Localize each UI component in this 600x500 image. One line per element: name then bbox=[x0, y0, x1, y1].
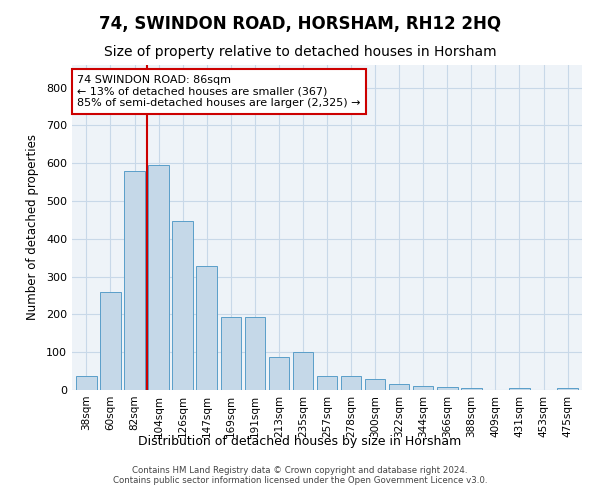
Bar bbox=[413, 386, 433, 390]
Text: Size of property relative to detached houses in Horsham: Size of property relative to detached ho… bbox=[104, 45, 496, 59]
Bar bbox=[76, 376, 97, 390]
Bar bbox=[557, 388, 578, 390]
Bar bbox=[100, 292, 121, 390]
Text: Distribution of detached houses by size in Horsham: Distribution of detached houses by size … bbox=[139, 435, 461, 448]
Bar bbox=[365, 378, 385, 390]
Bar bbox=[221, 317, 241, 390]
Bar bbox=[317, 376, 337, 390]
Bar bbox=[245, 318, 265, 390]
Bar bbox=[196, 266, 217, 390]
Text: Contains HM Land Registry data © Crown copyright and database right 2024.
Contai: Contains HM Land Registry data © Crown c… bbox=[113, 466, 487, 485]
Bar bbox=[148, 165, 169, 390]
Bar bbox=[509, 388, 530, 390]
Bar bbox=[124, 171, 145, 390]
Bar bbox=[293, 352, 313, 390]
Bar bbox=[461, 388, 482, 390]
Text: 74, SWINDON ROAD, HORSHAM, RH12 2HQ: 74, SWINDON ROAD, HORSHAM, RH12 2HQ bbox=[99, 15, 501, 33]
Bar bbox=[172, 221, 193, 390]
Bar bbox=[389, 384, 409, 390]
Text: 74 SWINDON ROAD: 86sqm
← 13% of detached houses are smaller (367)
85% of semi-de: 74 SWINDON ROAD: 86sqm ← 13% of detached… bbox=[77, 74, 361, 108]
Bar bbox=[341, 376, 361, 390]
Bar bbox=[269, 357, 289, 390]
Bar bbox=[437, 386, 458, 390]
Y-axis label: Number of detached properties: Number of detached properties bbox=[26, 134, 39, 320]
